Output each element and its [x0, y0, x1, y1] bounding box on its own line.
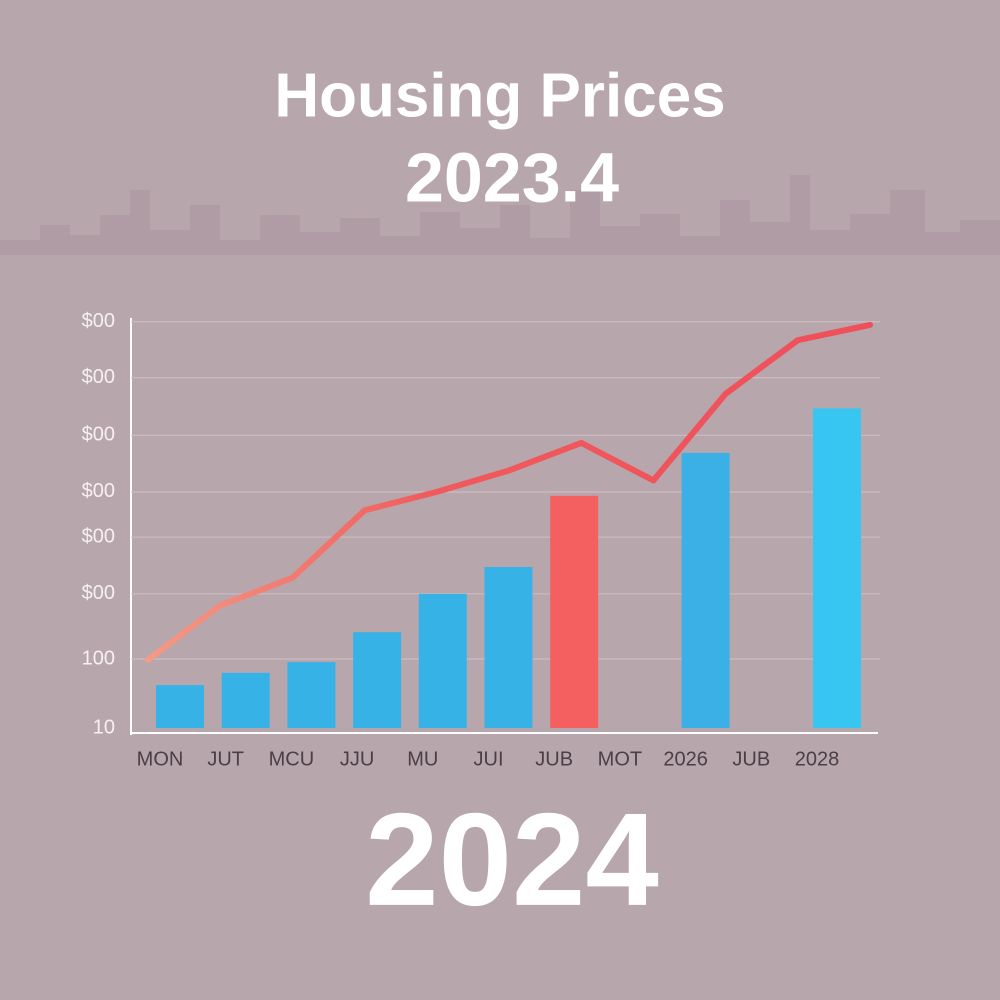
bar	[484, 567, 533, 728]
y-tick-label: $00	[82, 582, 115, 604]
x-tick-label: JUB	[535, 748, 573, 770]
y-tick-label: $00	[82, 424, 115, 446]
price-line	[145, 321, 873, 663]
y-tick-label: $00	[82, 525, 115, 547]
y-tick-label: $00	[82, 366, 115, 388]
y-tick-label: $00	[82, 480, 115, 502]
bar	[287, 662, 336, 728]
y-tick-label: 100	[82, 647, 115, 669]
x-tick-label: MU	[407, 748, 438, 770]
y-tick-label: 10	[93, 716, 115, 738]
bar	[681, 452, 730, 728]
bar	[353, 632, 402, 728]
bar	[550, 495, 599, 728]
x-tick-label: JUB	[732, 748, 770, 770]
x-tick-label: JUT	[207, 748, 244, 770]
chart-title: Housing Prices	[274, 61, 725, 130]
skyline	[0, 175, 1000, 255]
y-tick-label: $00	[82, 310, 115, 332]
x-tick-label: JJU	[340, 748, 374, 770]
x-tick-label: MCU	[269, 748, 315, 770]
x-tick-label: 2026	[663, 748, 708, 770]
x-tick-label: JUI	[474, 748, 504, 770]
bar	[221, 672, 270, 728]
x-tick-label: MOT	[598, 748, 642, 770]
x-tick-label: MON	[137, 748, 184, 770]
bar	[156, 685, 204, 728]
bar	[813, 408, 861, 728]
x-tick-label: 2028	[795, 748, 840, 770]
chart-subtitle: 2023.4	[405, 138, 619, 216]
footer-year: 2024	[365, 786, 659, 933]
bar	[418, 593, 467, 728]
